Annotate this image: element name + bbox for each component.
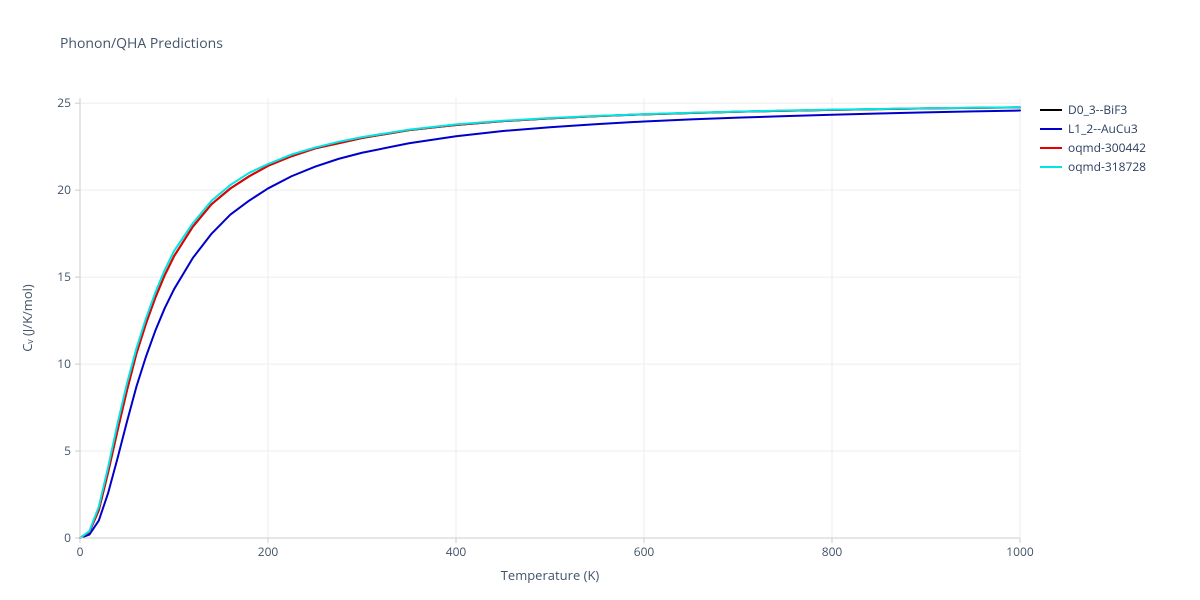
x-tick-label: 200 [258, 543, 279, 560]
legend-label: D0_3--BiF3 [1068, 101, 1127, 118]
x-tick-label: 0 [77, 543, 84, 560]
legend-label: L1_2--AuCu3 [1068, 120, 1138, 137]
y-tick-label: 5 [64, 442, 71, 459]
x-tick-label: 600 [634, 543, 655, 560]
plot-area: 0 200 400 600 800 1000 0 5 10 15 20 25 Temperature (… [0, 0, 1200, 600]
legend-item-2[interactable]: oqmd-300442 [1040, 138, 1146, 157]
x-axis-label: Temperature (K) [501, 566, 600, 584]
x-tick-label: 1000 [1006, 543, 1034, 560]
legend-label: oqmd-300442 [1068, 139, 1146, 156]
legend-swatch-icon [1040, 147, 1062, 149]
y-tick-label: 0 [64, 529, 71, 546]
x-tick-label: 400 [446, 543, 467, 560]
chart-container: Phonon/QHA Predictions 02004006008001000… [0, 0, 1200, 600]
legend: D0_3--BiF3 L1_2--AuCu3 oqmd-300442 oqmd-318… [1040, 100, 1146, 176]
legend-label: oqmd-318728 [1068, 158, 1146, 175]
legend-swatch-icon [1040, 109, 1062, 111]
y-tick-label: 10 [57, 355, 71, 372]
legend-item-1[interactable]: L1_2--AuCu3 [1040, 119, 1146, 138]
y-tick-label: 15 [57, 268, 71, 285]
legend-swatch-icon [1040, 166, 1062, 168]
legend-item-0[interactable]: D0_3--BiF3 [1040, 100, 1146, 119]
legend-item-3[interactable]: oqmd-318728 [1040, 157, 1146, 176]
x-tick-label: 800 [822, 543, 843, 560]
legend-swatch-icon [1040, 128, 1062, 130]
chart-title: Phonon/QHA Predictions [60, 34, 223, 53]
y-tick-label: 25 [57, 94, 71, 111]
y-axis-label: Cᵥ (J/K/mol) [18, 284, 36, 352]
y-tick-label: 20 [57, 181, 71, 198]
